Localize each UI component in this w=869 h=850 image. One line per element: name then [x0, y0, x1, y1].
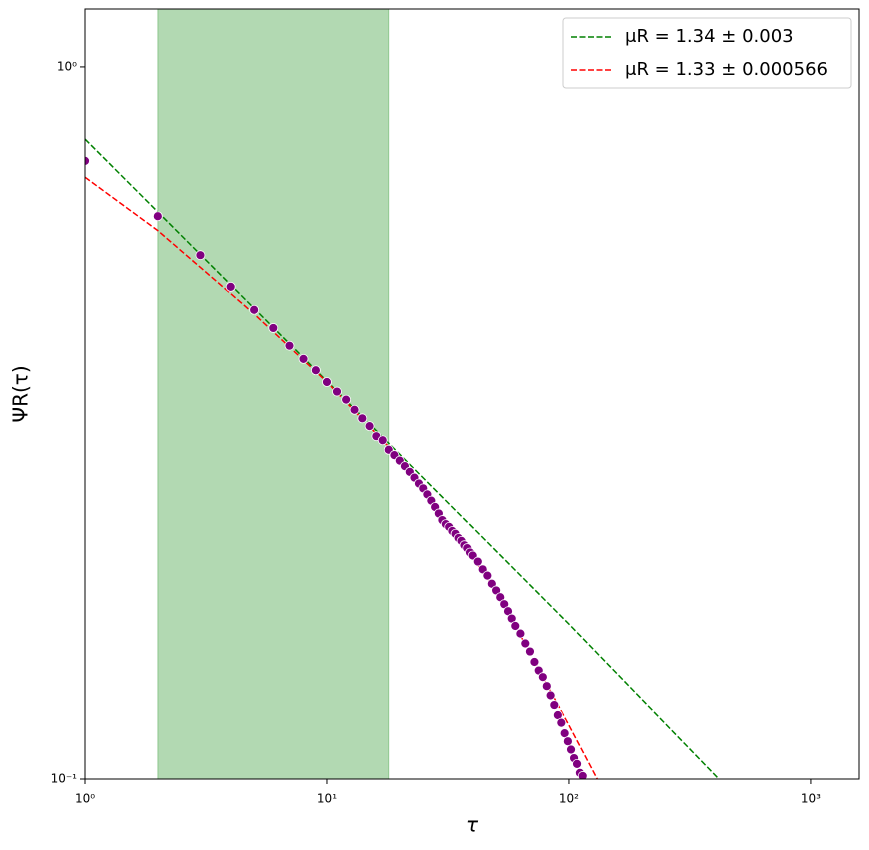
- data-point: [357, 413, 368, 424]
- data-point: [577, 771, 588, 779]
- data-point: [152, 211, 163, 222]
- legend-box: [562, 17, 852, 89]
- y-tick-label: 10⁰: [57, 59, 77, 73]
- data-point: [349, 404, 360, 415]
- data-point: [298, 354, 309, 364]
- data-point: [284, 340, 295, 351]
- x-tick-label: 10²: [559, 792, 579, 806]
- data-point: [556, 717, 567, 728]
- data-point: [311, 365, 321, 376]
- y-tick-label: 10⁻¹: [51, 772, 78, 786]
- legend-label: μR = 1.33 ± 0.000566: [625, 59, 828, 80]
- data-point: [529, 657, 540, 667]
- x-tick-label: 10³: [801, 792, 821, 806]
- data-point: [549, 700, 560, 710]
- plot-area: [85, 9, 720, 779]
- data-point: [85, 155, 90, 166]
- fit-line: [85, 138, 720, 779]
- data-point: [572, 759, 582, 769]
- x-tick-label: 10¹: [317, 792, 337, 806]
- data-point: [249, 304, 260, 315]
- data-point: [515, 628, 526, 639]
- data-point: [482, 570, 493, 581]
- data-point: [322, 377, 332, 387]
- data-point: [364, 421, 375, 432]
- data-point: [332, 386, 342, 397]
- data-point: [341, 394, 352, 405]
- legend-label: μR = 1.34 ± 0.003: [625, 26, 794, 47]
- data-point: [377, 435, 388, 446]
- data-point: [520, 638, 531, 649]
- data-point: [510, 621, 521, 631]
- data-point: [537, 672, 548, 683]
- data-point: [268, 323, 279, 333]
- data-point: [559, 728, 570, 739]
- y-axis-label: ΨR(τ): [9, 365, 33, 422]
- shaded-span: [157, 9, 390, 779]
- data-point: [566, 744, 576, 755]
- data-point: [525, 646, 535, 657]
- x-axis-label: τ: [466, 813, 479, 837]
- data-point: [472, 556, 483, 567]
- data-point: [562, 736, 573, 747]
- data-point: [545, 690, 556, 701]
- data-point: [541, 681, 552, 692]
- data-point: [225, 281, 236, 292]
- axes-frame: [84, 8, 860, 780]
- data-point: [195, 250, 206, 261]
- x-tick-label: 10⁰: [75, 792, 95, 806]
